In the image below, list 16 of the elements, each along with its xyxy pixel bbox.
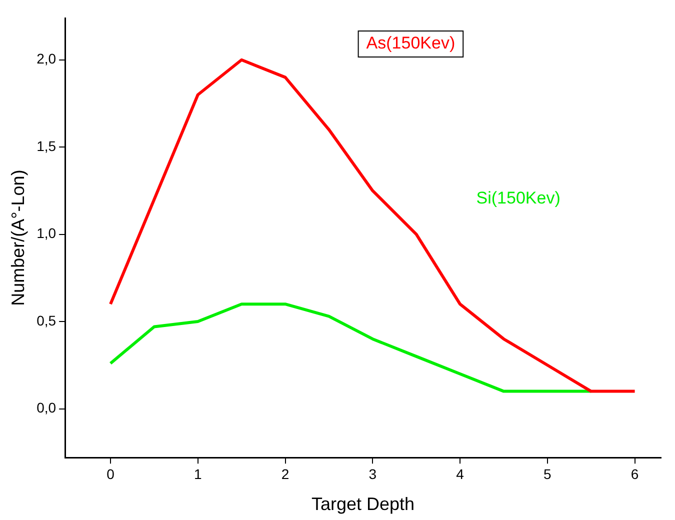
x-tick-label: 2: [281, 466, 290, 482]
x-tick-label: 4: [456, 466, 464, 482]
x-tick-label: 5: [544, 466, 552, 482]
y-tick-label: 0,5: [36, 312, 56, 328]
y-axis-title: Number/(A°-Lon): [8, 170, 28, 306]
y-tick-label: 2,0: [36, 50, 56, 67]
x-tick-label: 1: [194, 466, 202, 482]
text: Si(150Kev): [476, 188, 560, 208]
y-tick-label: 0,0: [36, 400, 56, 416]
x-tick-label: 0: [106, 466, 115, 482]
y-tick-label: 1,0: [36, 225, 56, 242]
x-axis-title: Target Depth: [312, 494, 415, 514]
text: As(150Kev): [366, 34, 456, 53]
x-tick-label: 6: [630, 466, 639, 482]
x-tick-label: 3: [368, 466, 377, 482]
y-tick-label: 1,5: [36, 138, 56, 154]
